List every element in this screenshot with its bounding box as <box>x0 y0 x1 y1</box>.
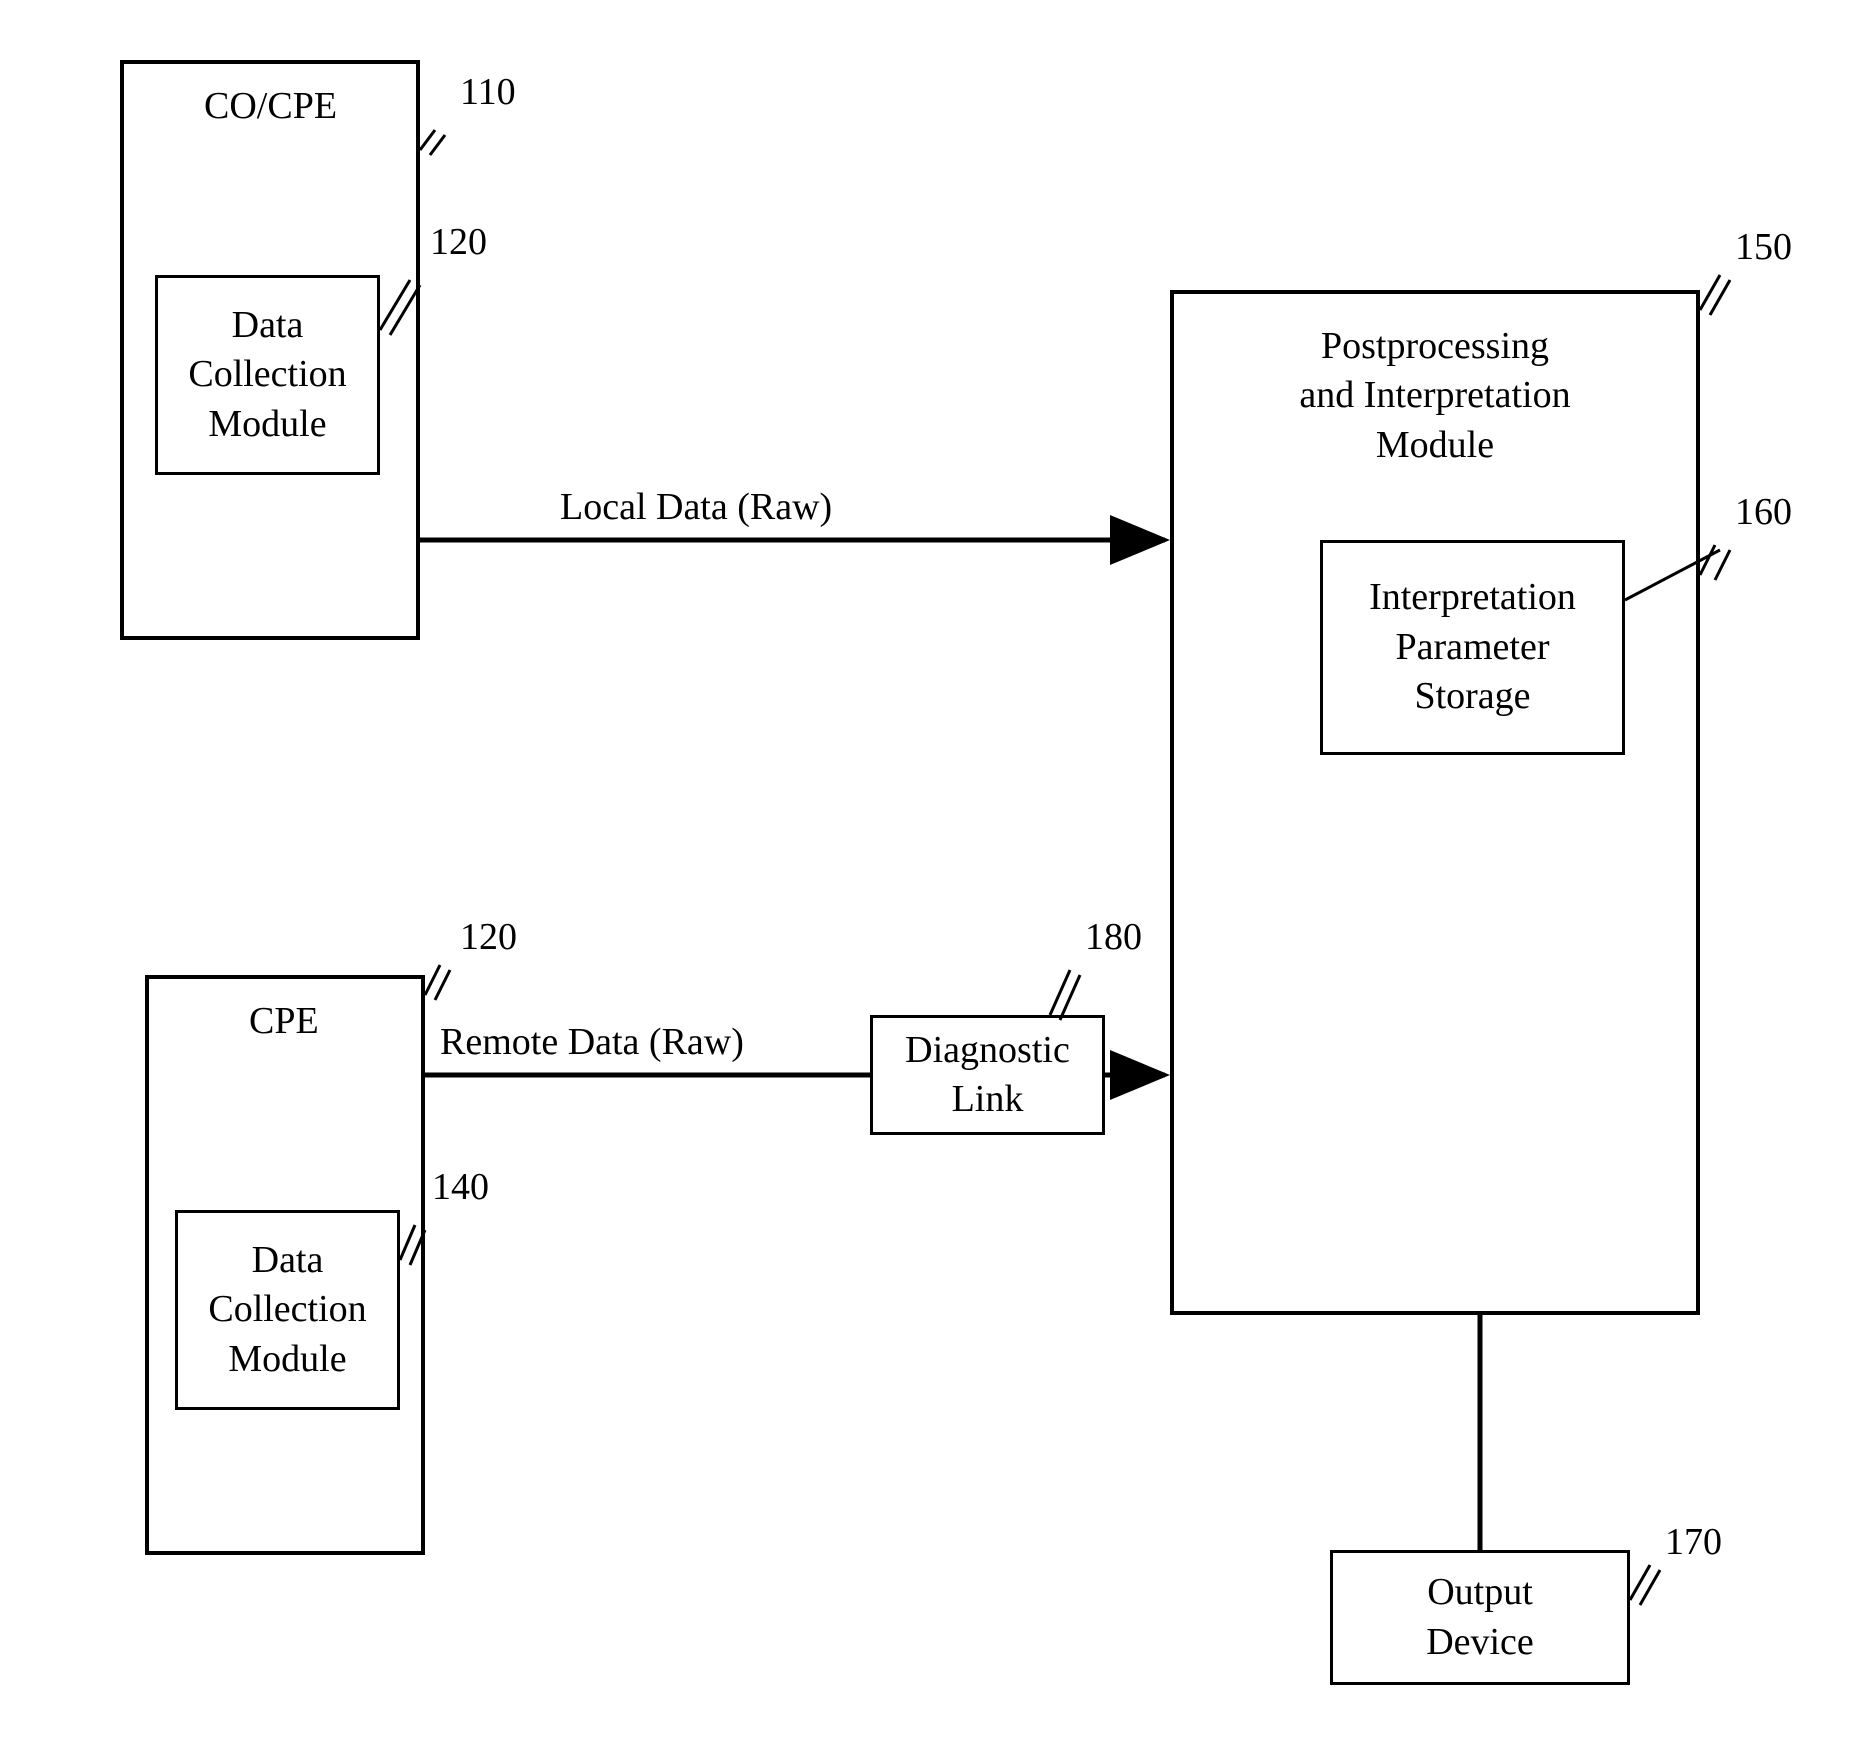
ref-150: 150 <box>1735 225 1792 269</box>
local-data-label: Local Data (Raw) <box>560 485 832 529</box>
ref-140: 140 <box>432 1165 489 1209</box>
data-collection-module-1: DataCollectionModule <box>155 275 380 475</box>
dcm1-label: DataCollectionModule <box>180 293 354 457</box>
ref-120-bottom: 120 <box>460 915 517 959</box>
postproc-title: Postprocessingand InterpretationModule <box>1174 314 1696 478</box>
diaglink-label: DiagnosticLink <box>897 1018 1078 1133</box>
ref-160: 160 <box>1735 490 1792 534</box>
dcm2-label: DataCollectionModule <box>200 1228 374 1392</box>
remote-data-label: Remote Data (Raw) <box>440 1020 744 1064</box>
postprocessing-box: Postprocessingand InterpretationModule <box>1170 290 1700 1315</box>
co-cpe-title: CO/CPE <box>204 84 337 128</box>
ref-180: 180 <box>1085 915 1142 959</box>
diagnostic-link-box: DiagnosticLink <box>870 1015 1105 1135</box>
ref-170: 170 <box>1665 1520 1722 1564</box>
data-collection-module-2: DataCollectionModule <box>175 1210 400 1410</box>
storage-box: InterpretationParameterStorage <box>1320 540 1625 755</box>
cpe-title: CPE <box>249 999 319 1043</box>
output-device-box: OutputDevice <box>1330 1550 1630 1685</box>
storage-label: InterpretationParameterStorage <box>1361 565 1584 729</box>
output-label: OutputDevice <box>1418 1560 1542 1675</box>
ref-120-top: 120 <box>430 220 487 264</box>
ref-110: 110 <box>460 70 516 114</box>
block-diagram: CO/CPE 110 DataCollectionModule 120 CPE … <box>0 0 1862 1764</box>
